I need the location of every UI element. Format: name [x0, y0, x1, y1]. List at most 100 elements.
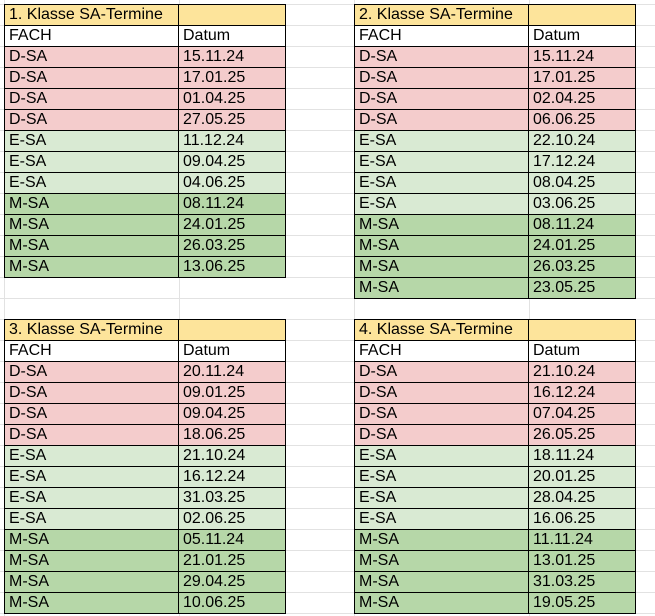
fach-cell[interactable]: D-SA [4, 403, 179, 425]
fach-cell[interactable]: M-SA [4, 214, 179, 236]
fach-cell[interactable]: D-SA [354, 46, 529, 68]
column-header-fach[interactable]: FACH [354, 340, 529, 362]
fach-cell[interactable]: M-SA [4, 193, 179, 215]
datum-cell[interactable]: 01.04.25 [178, 88, 286, 110]
table-title-blank-cell[interactable] [528, 4, 636, 26]
datum-cell[interactable]: 09.04.25 [178, 403, 286, 425]
fach-cell[interactable]: E-SA [354, 466, 529, 488]
datum-cell[interactable]: 20.01.25 [528, 466, 636, 488]
fach-cell[interactable]: M-SA [4, 592, 179, 614]
table-title-cell[interactable]: 1. Klasse SA-Termine [4, 4, 179, 26]
datum-cell[interactable]: 11.12.24 [178, 130, 286, 152]
fach-cell[interactable]: E-SA [4, 508, 179, 530]
fach-cell[interactable]: M-SA [4, 235, 179, 257]
fach-cell[interactable]: D-SA [354, 109, 529, 131]
datum-cell[interactable]: 23.05.25 [528, 277, 636, 299]
datum-cell[interactable]: 16.12.24 [528, 382, 636, 404]
datum-cell[interactable]: 08.11.24 [528, 214, 636, 236]
datum-cell[interactable]: 09.04.25 [178, 151, 286, 173]
fach-cell[interactable]: E-SA [354, 172, 529, 194]
datum-cell[interactable]: 17.01.25 [528, 67, 636, 89]
datum-cell[interactable]: 24.01.25 [178, 214, 286, 236]
datum-cell[interactable]: 15.11.24 [528, 46, 636, 68]
datum-cell[interactable]: 09.01.25 [178, 382, 286, 404]
datum-cell[interactable]: 11.11.24 [528, 529, 636, 551]
datum-cell[interactable]: 15.11.24 [178, 46, 286, 68]
fach-cell[interactable]: D-SA [354, 67, 529, 89]
datum-cell[interactable]: 05.11.24 [178, 529, 286, 551]
datum-cell[interactable]: 02.04.25 [528, 88, 636, 110]
fach-cell[interactable]: D-SA [4, 46, 179, 68]
datum-cell[interactable]: 17.01.25 [178, 67, 286, 89]
fach-cell[interactable]: E-SA [4, 487, 179, 509]
column-header-datum[interactable]: Datum [528, 25, 636, 47]
fach-cell[interactable]: D-SA [4, 424, 179, 446]
fach-cell[interactable]: M-SA [354, 277, 529, 299]
fach-cell[interactable]: E-SA [354, 130, 529, 152]
fach-cell[interactable]: E-SA [4, 172, 179, 194]
datum-cell[interactable]: 06.06.25 [528, 109, 636, 131]
datum-cell[interactable]: 17.12.24 [528, 151, 636, 173]
fach-cell[interactable]: D-SA [4, 88, 179, 110]
fach-cell[interactable]: D-SA [354, 382, 529, 404]
fach-cell[interactable]: M-SA [4, 529, 179, 551]
fach-cell[interactable]: M-SA [354, 571, 529, 593]
fach-cell[interactable]: D-SA [354, 88, 529, 110]
datum-cell[interactable]: 24.01.25 [528, 235, 636, 257]
fach-cell[interactable]: D-SA [354, 403, 529, 425]
datum-cell[interactable]: 29.04.25 [178, 571, 286, 593]
datum-cell[interactable]: 22.10.24 [528, 130, 636, 152]
datum-cell[interactable]: 03.06.25 [528, 193, 636, 215]
fach-cell[interactable]: M-SA [4, 550, 179, 572]
fach-cell[interactable]: D-SA [4, 67, 179, 89]
column-header-fach[interactable]: FACH [4, 340, 179, 362]
datum-cell[interactable]: 31.03.25 [178, 487, 286, 509]
datum-cell[interactable]: 02.06.25 [178, 508, 286, 530]
datum-cell[interactable]: 31.03.25 [528, 571, 636, 593]
column-header-datum[interactable]: Datum [528, 340, 636, 362]
fach-cell[interactable]: M-SA [354, 550, 529, 572]
fach-cell[interactable]: E-SA [354, 445, 529, 467]
fach-cell[interactable]: E-SA [4, 130, 179, 152]
fach-cell[interactable]: E-SA [354, 508, 529, 530]
fach-cell[interactable]: M-SA [4, 571, 179, 593]
table-title-cell[interactable]: 3. Klasse SA-Termine [4, 319, 179, 341]
datum-cell[interactable]: 19.05.25 [528, 592, 636, 614]
fach-cell[interactable]: M-SA [354, 214, 529, 236]
fach-cell[interactable]: M-SA [354, 592, 529, 614]
table-title-cell[interactable]: 2. Klasse SA-Termine [354, 4, 529, 26]
fach-cell[interactable]: M-SA [354, 235, 529, 257]
fach-cell[interactable]: D-SA [4, 382, 179, 404]
datum-cell[interactable]: 28.04.25 [528, 487, 636, 509]
datum-cell[interactable]: 26.05.25 [528, 424, 636, 446]
table-title-blank-cell[interactable] [178, 4, 286, 26]
datum-cell[interactable]: 18.06.25 [178, 424, 286, 446]
datum-cell[interactable]: 10.06.25 [178, 592, 286, 614]
datum-cell[interactable]: 21.10.24 [528, 361, 636, 383]
column-header-datum[interactable]: Datum [178, 340, 286, 362]
fach-cell[interactable]: D-SA [4, 109, 179, 131]
fach-cell[interactable]: E-SA [4, 445, 179, 467]
fach-cell[interactable]: E-SA [354, 487, 529, 509]
datum-cell[interactable]: 26.03.25 [178, 235, 286, 257]
fach-cell[interactable]: E-SA [4, 466, 179, 488]
datum-cell[interactable]: 13.01.25 [528, 550, 636, 572]
fach-cell[interactable]: D-SA [354, 361, 529, 383]
datum-cell[interactable]: 16.12.24 [178, 466, 286, 488]
fach-cell[interactable]: D-SA [4, 361, 179, 383]
datum-cell[interactable]: 07.04.25 [528, 403, 636, 425]
table-title-blank-cell[interactable] [528, 319, 636, 341]
datum-cell[interactable]: 27.05.25 [178, 109, 286, 131]
fach-cell[interactable]: M-SA [354, 256, 529, 278]
datum-cell[interactable]: 08.11.24 [178, 193, 286, 215]
fach-cell[interactable]: E-SA [354, 151, 529, 173]
fach-cell[interactable]: D-SA [354, 424, 529, 446]
datum-cell[interactable]: 21.01.25 [178, 550, 286, 572]
fach-cell[interactable]: M-SA [354, 529, 529, 551]
column-header-fach[interactable]: FACH [354, 25, 529, 47]
datum-cell[interactable]: 04.06.25 [178, 172, 286, 194]
fach-cell[interactable]: M-SA [4, 256, 179, 278]
datum-cell[interactable]: 20.11.24 [178, 361, 286, 383]
datum-cell[interactable]: 13.06.25 [178, 256, 286, 278]
datum-cell[interactable]: 16.06.25 [528, 508, 636, 530]
